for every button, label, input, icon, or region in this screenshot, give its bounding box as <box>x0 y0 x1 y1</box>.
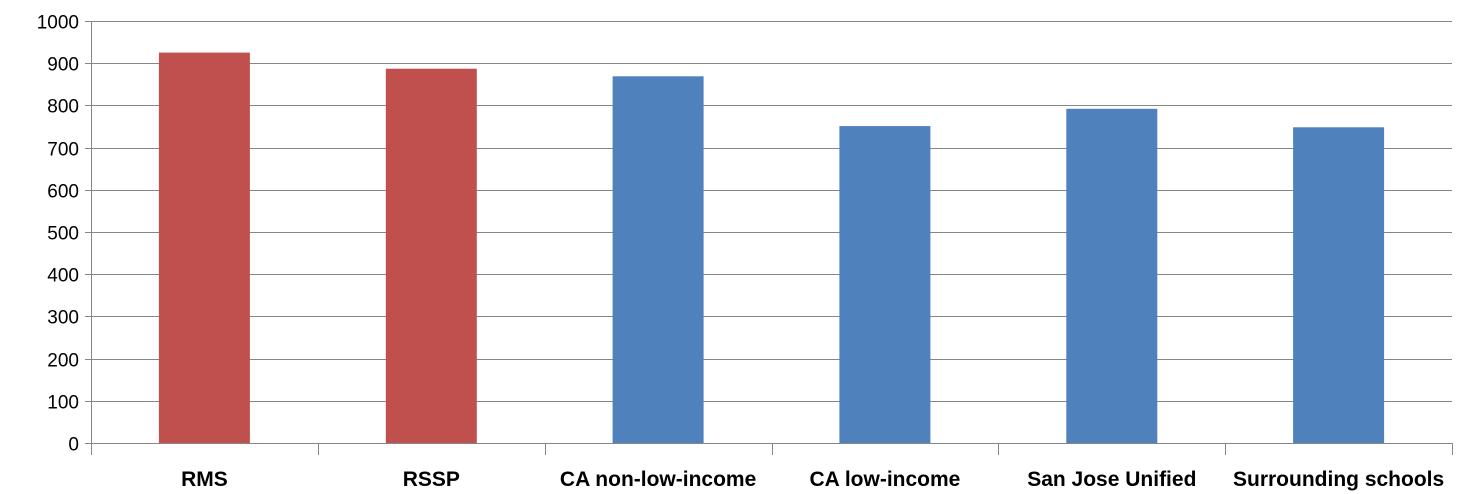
x-tick-label: RMS <box>181 468 228 491</box>
bar <box>1293 127 1385 444</box>
bars <box>158 52 1385 444</box>
axes <box>85 21 1453 455</box>
y-tick-label: 500 <box>47 224 79 245</box>
y-tick-label: 0 <box>68 435 79 456</box>
bar <box>839 126 931 443</box>
y-tick-label: 600 <box>47 182 79 203</box>
x-tick-label: RSSP <box>403 468 460 491</box>
y-tick-label: 1000 <box>37 13 79 34</box>
y-tick-label: 300 <box>47 308 79 329</box>
y-tick-label: 400 <box>47 266 79 287</box>
gridlines <box>85 21 1452 402</box>
x-tick-label: CA low-income <box>809 468 960 491</box>
x-tick-labels: RMS RSSP CA non-low-income CA low-income San… <box>181 468 1444 491</box>
y-tick-label: 800 <box>47 97 79 118</box>
bar <box>1066 108 1158 444</box>
y-tick-label: 200 <box>47 351 79 372</box>
x-tick-label: Surrounding schools <box>1233 468 1444 491</box>
y-tick-label: 700 <box>47 140 79 161</box>
x-tick-label: CA non-low-income <box>560 468 756 491</box>
x-tick-label: San Jose Unified <box>1027 468 1196 491</box>
y-tick-labels: 0 100 200 300 400 500 600 700 800 900 1000 <box>37 13 79 456</box>
bar <box>158 52 250 443</box>
bar <box>612 76 704 444</box>
bar <box>385 68 477 443</box>
y-tick-label: 100 <box>47 393 79 414</box>
y-tick-label: 900 <box>47 55 79 76</box>
